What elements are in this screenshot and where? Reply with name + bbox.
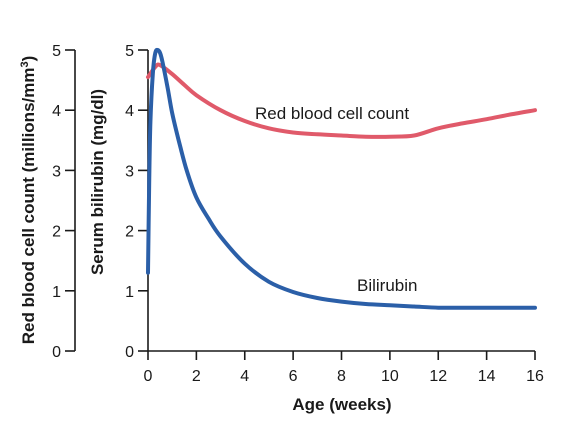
- y-axis-title-rbc: Red blood cell count (millions/mm3): [19, 56, 38, 345]
- y-tick-label-bilirubin: 0: [125, 344, 134, 361]
- y-axis-title-rbc-sup: 3: [19, 61, 31, 67]
- x-tick-label: 0: [144, 368, 153, 385]
- y-tick-label-bilirubin: 4: [125, 103, 134, 120]
- y-tick-label-bilirubin: 3: [125, 163, 134, 180]
- x-tick-label: 16: [526, 368, 544, 385]
- series-labels: Red blood cell count Bilirubin: [255, 104, 417, 295]
- series-line-bilirubin: [146, 47, 537, 310]
- series-lines: [146, 47, 537, 310]
- series-label-rbc: Red blood cell count: [255, 104, 409, 123]
- y-tick-label-rbc: 5: [52, 43, 61, 60]
- x-tick-label: 14: [478, 368, 496, 385]
- y-tick-label-rbc: 3: [52, 163, 61, 180]
- y-tick-label-rbc: 0: [52, 344, 61, 361]
- y-tick-label-bilirubin: 2: [125, 224, 134, 241]
- series-line-rbc: [146, 62, 537, 139]
- x-tick-label: 10: [381, 368, 399, 385]
- x-axis-title: Age (weeks): [292, 395, 391, 414]
- x-tick-label: 12: [429, 368, 447, 385]
- x-tick-label: 6: [289, 368, 298, 385]
- x-tick-label: 2: [192, 368, 201, 385]
- y-tick-label-rbc: 1: [52, 284, 61, 301]
- y-axis-title-rbc-tail: ): [19, 56, 38, 62]
- y-axis-title-bilirubin: Serum bilirubin (mg/dl): [88, 89, 107, 275]
- series-label-bilirubin: Bilirubin: [357, 276, 417, 295]
- y-tick-label-bilirubin: 1: [125, 284, 134, 301]
- y-tick-label-rbc: 4: [52, 103, 61, 120]
- x-tick-label: 8: [337, 368, 346, 385]
- y-tick-label-bilirubin: 5: [125, 43, 134, 60]
- y-tick-label-rbc: 2: [52, 224, 61, 241]
- x-tick-label: 4: [240, 368, 249, 385]
